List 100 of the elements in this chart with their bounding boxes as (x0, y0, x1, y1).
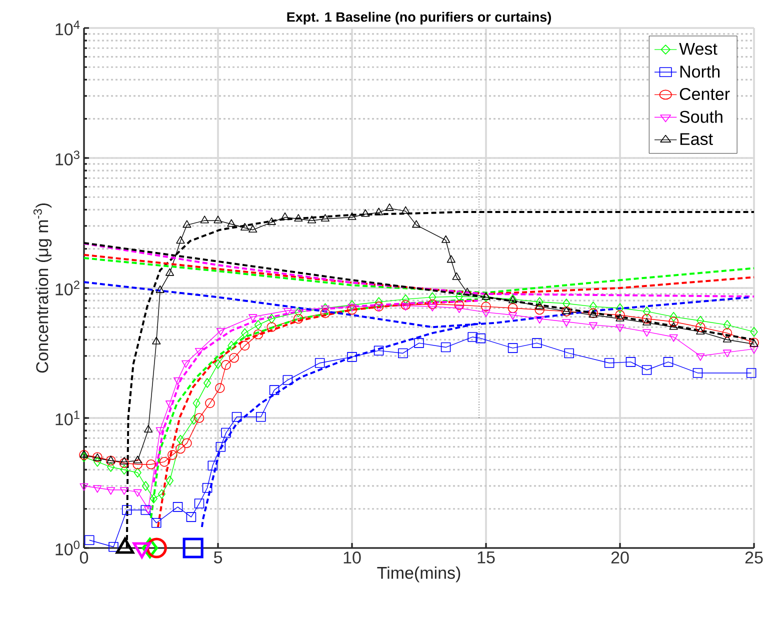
point (294, 307, 302, 318)
y-tick-label: 10$^{0}$ (56, 540, 80, 556)
legend-label: West (679, 42, 718, 55)
point (562, 319, 571, 327)
point (106, 456, 116, 464)
point (535, 302, 544, 310)
point (182, 438, 192, 448)
point (482, 292, 490, 300)
line-series (83, 254, 756, 295)
point (669, 322, 678, 330)
point (455, 292, 463, 302)
x-tick-label: 15 (478, 552, 495, 564)
point (94, 456, 102, 467)
point (172, 502, 183, 512)
point (194, 413, 204, 423)
point (93, 485, 102, 493)
point (692, 368, 703, 378)
point (208, 460, 218, 471)
point (283, 308, 292, 316)
point (133, 489, 142, 497)
point (282, 375, 293, 385)
point (669, 334, 678, 342)
point (401, 303, 410, 311)
point (168, 450, 178, 460)
point (134, 468, 142, 478)
point (385, 203, 394, 211)
point (269, 385, 280, 395)
point (156, 427, 164, 435)
point (347, 352, 357, 362)
point (120, 487, 128, 495)
point (227, 219, 236, 227)
point (176, 434, 184, 445)
point (268, 314, 276, 324)
point (106, 487, 116, 495)
point (562, 298, 570, 308)
point (182, 538, 204, 558)
point (476, 333, 486, 344)
point (375, 297, 383, 307)
point (320, 214, 330, 222)
point (642, 314, 652, 324)
point (214, 359, 222, 369)
legend-label: East (680, 133, 713, 146)
point (186, 512, 196, 522)
point (604, 358, 614, 368)
y-tick-label: 10$^{4}$ (56, 20, 80, 36)
point (402, 294, 410, 304)
point (670, 312, 678, 322)
point (696, 326, 705, 334)
point (482, 292, 490, 302)
point (120, 464, 128, 475)
point (182, 220, 192, 228)
point (108, 542, 118, 552)
point (106, 456, 116, 466)
point (481, 302, 491, 312)
point (348, 304, 356, 312)
point (314, 358, 325, 368)
point (482, 310, 490, 318)
point (158, 489, 166, 499)
point (428, 304, 437, 312)
point (142, 481, 150, 491)
point (254, 320, 262, 330)
point (642, 318, 652, 326)
point (589, 302, 597, 312)
point (256, 412, 266, 422)
point (532, 338, 542, 348)
point (182, 360, 190, 368)
x-tick-label: 25 (745, 552, 763, 564)
chart-title: Expt. 1 Baseline (no purifiers or curtains) (287, 12, 551, 24)
point (228, 340, 236, 351)
point (216, 442, 226, 452)
point (348, 300, 356, 310)
point (176, 444, 186, 454)
point (176, 236, 185, 244)
point (308, 216, 316, 224)
point (320, 308, 330, 318)
point (156, 285, 164, 293)
point (80, 483, 88, 491)
x-tick-label: 10 (344, 552, 361, 564)
point (696, 353, 705, 361)
point (174, 377, 182, 385)
point (442, 235, 450, 243)
point (642, 329, 652, 337)
y-tick-label: 10$^{2}$ (56, 280, 80, 296)
point (132, 459, 143, 470)
point (564, 348, 574, 358)
point (204, 378, 212, 388)
y-tick-label: 10$^{3}$ (56, 150, 80, 166)
point (626, 357, 636, 367)
legend-label: South (680, 110, 722, 123)
point (615, 310, 625, 320)
point (221, 428, 231, 438)
point (248, 224, 258, 233)
point (248, 314, 258, 322)
x-tick-label: 0 (80, 552, 88, 564)
point (241, 328, 249, 338)
point (192, 398, 200, 408)
point (347, 304, 357, 315)
point (374, 208, 384, 216)
point (642, 365, 652, 375)
point (722, 328, 732, 338)
